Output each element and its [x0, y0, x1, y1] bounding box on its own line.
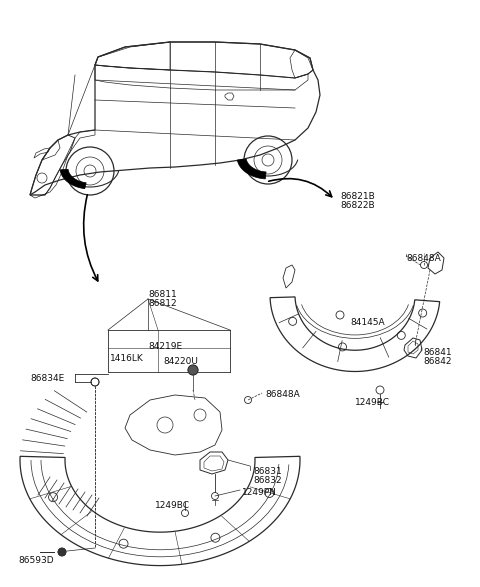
Text: 86831: 86831	[253, 467, 282, 476]
Text: 84220U: 84220U	[163, 357, 198, 366]
Text: 86848A: 86848A	[406, 254, 441, 263]
Polygon shape	[237, 159, 266, 179]
Circle shape	[58, 548, 66, 556]
Text: 86834E: 86834E	[30, 374, 64, 383]
Text: 84219E: 84219E	[148, 342, 182, 351]
Text: 86812: 86812	[148, 299, 177, 308]
Text: 86842: 86842	[423, 357, 452, 366]
Text: 86841: 86841	[423, 348, 452, 357]
Text: 86821B: 86821B	[340, 192, 375, 201]
Text: 86822B: 86822B	[340, 201, 374, 210]
Polygon shape	[60, 169, 86, 188]
Text: 1249BC: 1249BC	[355, 398, 390, 407]
Text: 1249BC: 1249BC	[155, 501, 190, 510]
Text: 86811: 86811	[148, 290, 177, 299]
Circle shape	[188, 365, 198, 375]
Text: 84145A: 84145A	[350, 318, 384, 327]
Text: 86593D: 86593D	[18, 556, 54, 565]
Circle shape	[58, 548, 66, 556]
Text: 86832: 86832	[253, 476, 282, 485]
Text: 1249PN: 1249PN	[242, 488, 277, 497]
Circle shape	[188, 365, 198, 375]
Text: 86848A: 86848A	[265, 390, 300, 399]
Text: 1416LK: 1416LK	[110, 354, 144, 363]
